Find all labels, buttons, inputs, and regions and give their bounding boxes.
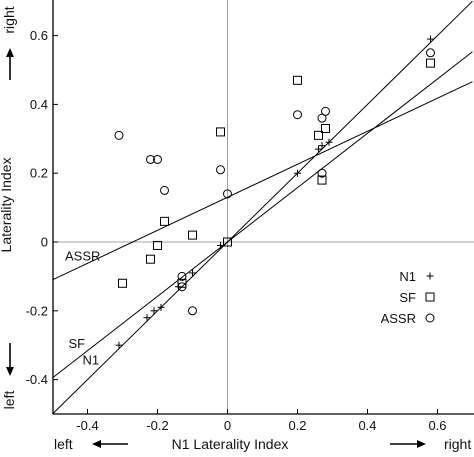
assr-point xyxy=(216,165,225,175)
x-tick-label: -0.2 xyxy=(146,418,168,433)
x-direction-right-arrowhead xyxy=(417,440,426,448)
y-tick-label: -0.4 xyxy=(26,372,48,387)
y-tick-label: 0.4 xyxy=(30,97,48,112)
n1-point xyxy=(157,303,165,311)
assr-point xyxy=(153,154,162,164)
sf-point xyxy=(317,175,327,185)
y-direction-up-arrowhead xyxy=(6,48,14,57)
y-direction-down-arrowhead xyxy=(6,367,14,376)
sf-point xyxy=(177,278,187,288)
assr-point xyxy=(114,130,124,140)
y-tick-label: -0.2 xyxy=(26,303,48,318)
n1-point xyxy=(294,169,301,177)
assr-point xyxy=(317,113,327,123)
x-direction-right: right xyxy=(390,436,471,452)
sf-point xyxy=(223,237,232,247)
n1-point xyxy=(315,145,322,153)
legend-marker-assr xyxy=(425,313,435,323)
y-axis-label: Laterality Index xyxy=(0,158,14,253)
fit-label-n1: N1 xyxy=(83,353,100,368)
y-tick-label: 0 xyxy=(41,235,48,250)
y-tick-label: 0.6 xyxy=(30,28,48,43)
n1-point xyxy=(143,314,151,322)
n1-point xyxy=(115,341,123,349)
assr-point xyxy=(321,106,330,116)
legend-label-assr: ASSR xyxy=(381,311,416,326)
fit-line-assr xyxy=(52,81,473,281)
n1-point xyxy=(318,142,326,150)
y-axis-ticks: -0.4 -0.2 0 0.2 0.4 0.6 xyxy=(26,28,58,387)
fit-lines xyxy=(52,0,473,415)
y-tick-label: 0.2 xyxy=(30,166,48,181)
y-direction-down: left xyxy=(1,343,17,409)
sf-point xyxy=(321,123,330,133)
sf-point xyxy=(146,254,155,264)
fit-line-sf xyxy=(52,51,473,379)
x-tick-label: -0.4 xyxy=(76,418,98,433)
sf-point xyxy=(426,58,435,68)
x-direction-left-label: left xyxy=(54,436,73,452)
assr-point xyxy=(293,110,302,120)
assr-point xyxy=(177,271,187,281)
fit-label-sf: SF xyxy=(69,336,86,351)
x-direction-right-label: right xyxy=(444,436,471,452)
fit-line-n1 xyxy=(52,0,473,415)
assr-point xyxy=(317,168,327,178)
legend: N1 SF ASSR xyxy=(381,269,435,326)
sf-point xyxy=(160,216,169,226)
y-direction-down-label: left xyxy=(1,391,17,410)
sf-point xyxy=(153,240,162,250)
x-direction-left: left xyxy=(54,436,128,452)
y-direction-up-label: right xyxy=(1,6,17,33)
n1-point xyxy=(189,269,196,277)
assr-point xyxy=(160,185,169,195)
assr-point xyxy=(146,154,155,164)
legend-label-sf: SF xyxy=(399,290,416,305)
sf-point xyxy=(314,130,323,140)
n1-point xyxy=(150,307,158,315)
assr-point xyxy=(223,189,232,199)
legend-marker-n1 xyxy=(426,272,434,280)
zero-lines xyxy=(53,0,474,414)
n1-point xyxy=(427,35,434,43)
sf-point xyxy=(293,75,302,85)
fit-line-labels: N1 SF ASSR xyxy=(65,248,100,367)
assr-point xyxy=(177,282,187,292)
assr-point xyxy=(188,306,197,316)
x-direction-left-arrowhead xyxy=(92,440,101,448)
assr-point xyxy=(426,48,435,58)
fit-label-assr: ASSR xyxy=(65,248,100,263)
x-tick-label: 0.2 xyxy=(288,418,306,433)
sf-point xyxy=(216,127,225,137)
n1-point xyxy=(325,138,333,146)
x-axis-ticks: -0.4 -0.2 0 0.2 0.4 0.6 xyxy=(76,409,447,433)
y-direction-up: right xyxy=(1,6,17,80)
data-markers xyxy=(114,35,435,349)
x-axis-label: N1 Laterality Index xyxy=(172,436,289,452)
sf-point xyxy=(118,278,127,288)
x-tick-label: 0 xyxy=(224,418,231,433)
sf-point xyxy=(188,230,197,240)
x-tick-label: 0.6 xyxy=(428,418,446,433)
x-tick-label: 0.4 xyxy=(358,418,376,433)
plot-frame xyxy=(52,0,474,415)
legend-marker-sf xyxy=(425,292,435,302)
legend-label-n1: N1 xyxy=(399,269,416,284)
n1-point xyxy=(217,241,224,249)
